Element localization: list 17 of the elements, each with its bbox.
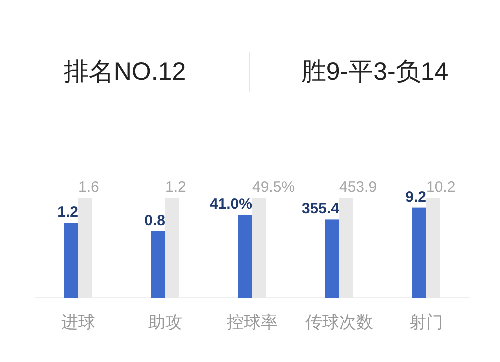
x-axis-title: 进球 [62, 313, 96, 332]
data-label: 49.5% [252, 179, 296, 196]
data-label: 453.9 [340, 179, 378, 196]
data-label: 10.2 [426, 179, 456, 196]
data-label: 1.6 [78, 179, 100, 196]
x-axis-title: 助攻 [148, 313, 182, 332]
data-label: 41.0% [210, 196, 252, 214]
data-label: 0.8 [144, 212, 166, 230]
text: 胜9-平3-负14 [301, 58, 449, 86]
data-label: 9.2 [406, 188, 426, 206]
x-axis-title: 控球率 [227, 313, 278, 332]
text: 排名NO.12 [64, 58, 186, 86]
data-label: 1.2 [166, 179, 186, 196]
x-axis-title: 传球次数 [306, 313, 374, 332]
x-axis-title: 射门 [410, 313, 444, 332]
data-label: 1.2 [58, 204, 78, 221]
data-label: 355.4 [302, 200, 340, 218]
